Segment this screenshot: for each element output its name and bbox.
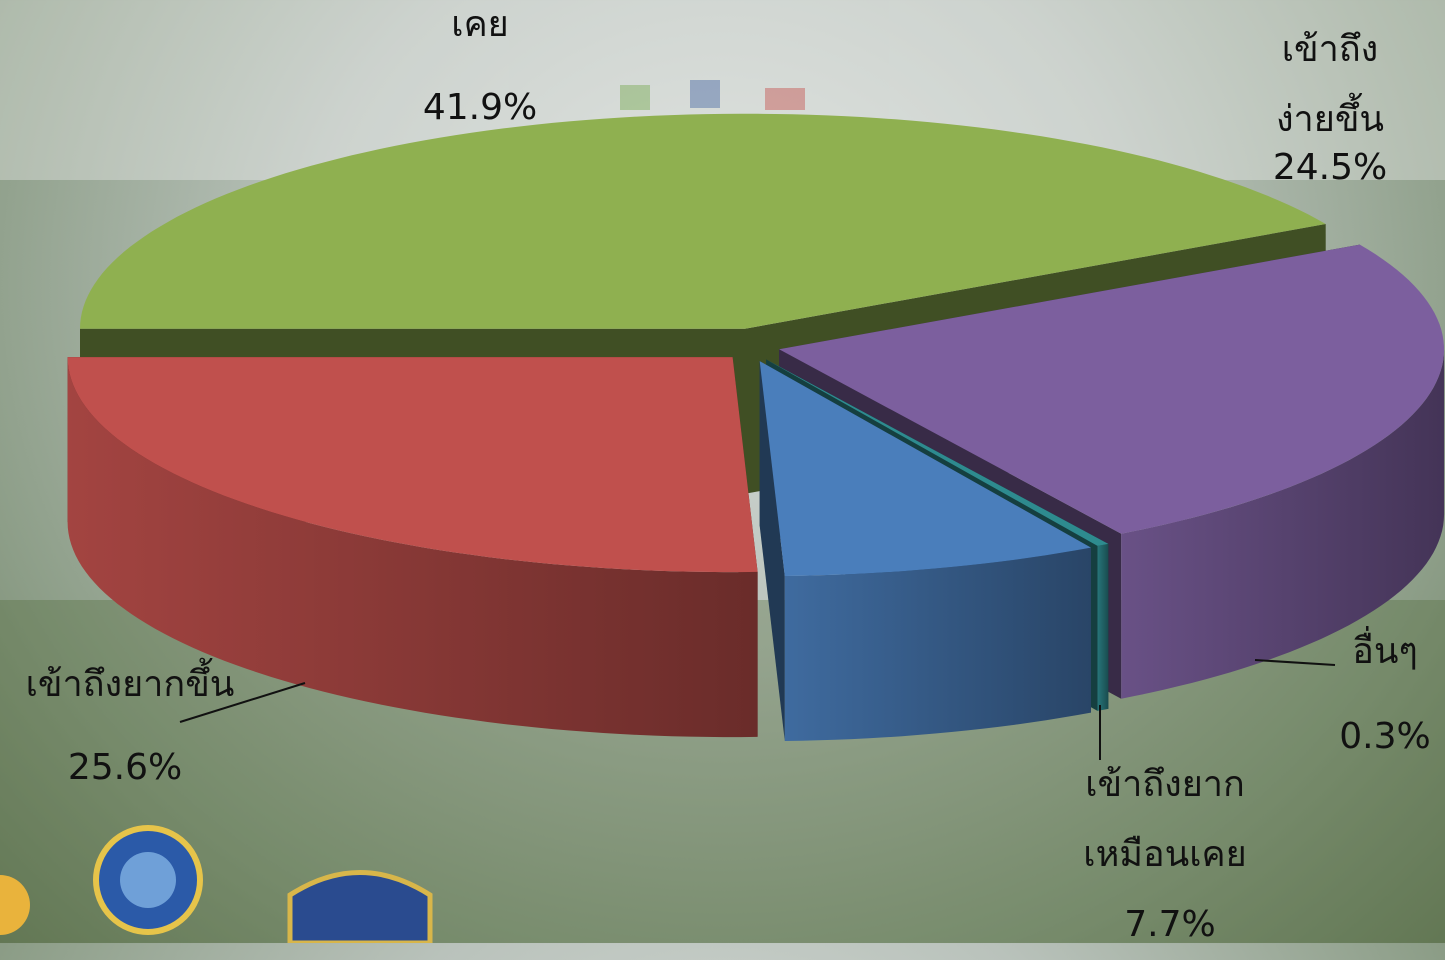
slice xyxy=(67,357,758,573)
slice-side xyxy=(1097,543,1109,711)
slice xyxy=(80,113,1326,329)
slice xyxy=(779,244,1444,534)
category-label: เข้าถึงยากขึ้น xyxy=(25,664,235,705)
category-label: อื่นๆ xyxy=(1352,631,1418,672)
slice-side xyxy=(67,357,758,738)
value-label: 24.5% xyxy=(1272,147,1388,188)
slice-face xyxy=(759,361,785,741)
value-label: 41.9% xyxy=(422,87,538,128)
category-label: เข้าถึงยาก เหมือนเคย xyxy=(1083,764,1247,875)
value-label: 25.6% xyxy=(67,747,183,788)
slice-side xyxy=(784,547,1091,741)
slice-side xyxy=(1121,349,1445,699)
value-label: 0.3% xyxy=(1339,716,1431,757)
logos xyxy=(0,825,433,943)
category-label: เคย xyxy=(451,4,509,45)
category-label: เข้าถึงง่ายขึ้น xyxy=(1275,29,1385,140)
slice xyxy=(759,361,1091,576)
pie xyxy=(67,113,1445,741)
leader-lines xyxy=(179,659,1336,760)
value-label: 7.7% xyxy=(1124,904,1216,945)
slice xyxy=(766,359,1109,546)
